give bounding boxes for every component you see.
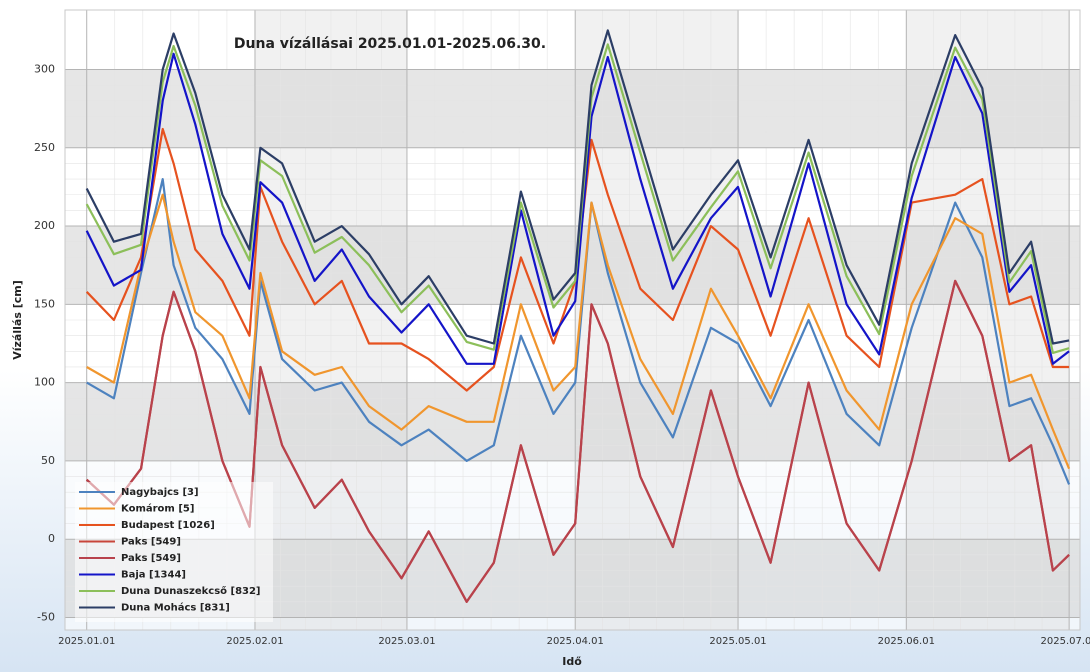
y-tick-label: 100 bbox=[34, 376, 55, 389]
legend: Nagybajcs [3] Komárom [5] Budapest [1026] P… bbox=[75, 482, 273, 622]
band bbox=[65, 69, 1080, 148]
lines bbox=[85, 29, 1071, 603]
legend-label: Duna Mohács [831] bbox=[121, 602, 230, 614]
x-tick-label: 2025.02.01 bbox=[226, 636, 283, 647]
x-tick-label: 2025.04.01 bbox=[547, 636, 604, 647]
legend-label: Paks [549] bbox=[121, 553, 181, 564]
series-line bbox=[85, 43, 1070, 354]
legend-label: Nagybajcs [3] bbox=[121, 487, 199, 498]
x-tick-label: 2025.05.01 bbox=[709, 636, 766, 647]
x-tick-label: 2025.07.01 bbox=[1041, 636, 1090, 647]
series-line bbox=[86, 193, 1071, 470]
series-line bbox=[86, 178, 1071, 485]
y-tick-label: -50 bbox=[37, 610, 55, 623]
plot-frame bbox=[64, 9, 1081, 631]
x-axis-label: Idő bbox=[562, 655, 582, 668]
legend-label: Komárom [5] bbox=[121, 503, 194, 515]
x-tick-label: 2025.03.01 bbox=[378, 636, 435, 647]
y-tick-label: 300 bbox=[34, 62, 55, 75]
legend-label: Paks [549] bbox=[121, 537, 181, 548]
y-tick-label: 250 bbox=[34, 141, 55, 154]
y-tick-label: 150 bbox=[34, 297, 55, 310]
band bbox=[65, 382, 1080, 461]
legend-label: Baja [1344] bbox=[121, 570, 186, 581]
series-line bbox=[85, 279, 1070, 603]
series-line bbox=[85, 52, 1070, 365]
series-line bbox=[85, 29, 1070, 345]
x-tick-label: 2025.06.01 bbox=[878, 636, 935, 647]
y-axis-label: Vízállás [cm] bbox=[11, 280, 24, 360]
legend-box bbox=[75, 482, 273, 622]
axes: -50 0 50 100 150 200 250 300 2025.01.01 2025.02.0… bbox=[34, 9, 1090, 647]
y-tick-label: 50 bbox=[41, 454, 55, 467]
legend-label: Budapest [1026] bbox=[121, 520, 215, 531]
chart-title: Duna vízállásai 2025.01.01-2025.06.30. bbox=[234, 36, 546, 52]
y-tick-label: 0 bbox=[48, 532, 55, 545]
legend-label: Duna Dunaszekcső [832] bbox=[121, 585, 261, 597]
y-tick-label: 200 bbox=[34, 219, 55, 232]
x-tick-label: 2025.01.01 bbox=[58, 636, 115, 647]
